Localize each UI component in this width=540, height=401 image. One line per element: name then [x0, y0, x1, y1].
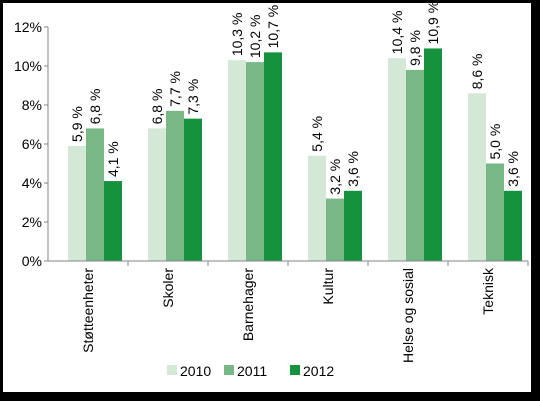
bar	[184, 118, 202, 262]
x-tick-label: Kultur	[320, 268, 336, 305]
bar	[486, 163, 504, 261]
value-label: 10,2 %	[247, 15, 263, 59]
x-tick-label: Barnehager	[240, 268, 256, 342]
y-tick-label: 8%	[22, 97, 42, 113]
bar	[308, 155, 326, 261]
bar	[264, 52, 282, 261]
y-tick-label: 2%	[22, 214, 42, 230]
bar	[326, 198, 344, 261]
x-tick-label: Teknisk	[480, 267, 496, 315]
value-label: 3,2 %	[327, 159, 343, 195]
bar	[68, 145, 86, 261]
legend-swatch	[224, 365, 234, 375]
value-label: 10,3 %	[229, 13, 245, 57]
value-label: 5,0 %	[487, 124, 503, 160]
value-label: 6,8 %	[149, 89, 165, 125]
value-label: 9,8 %	[407, 30, 423, 66]
value-label: 7,3 %	[185, 79, 201, 115]
x-tick-label: Skoler	[160, 268, 176, 308]
bar	[166, 110, 184, 261]
value-label: 5,9 %	[69, 106, 85, 142]
y-tick-label: 0%	[22, 253, 42, 269]
value-label: 10,4 %	[389, 11, 405, 55]
y-tick-label: 6%	[22, 136, 42, 152]
value-label: 4,1 %	[105, 141, 121, 177]
bar	[406, 69, 424, 262]
legend-label: 2010	[180, 363, 211, 379]
legend-label: 2012	[303, 363, 334, 379]
value-label: 10,7 %	[265, 5, 281, 49]
bar	[246, 62, 264, 261]
y-tick-label: 4%	[22, 175, 42, 191]
bar	[504, 190, 522, 261]
value-label: 10,9 %	[425, 1, 441, 45]
y-tick-label: 10%	[14, 58, 42, 74]
value-label: 8,6 %	[469, 53, 485, 89]
value-label: 3,6 %	[345, 151, 361, 187]
bar	[86, 128, 104, 261]
value-label: 6,8 %	[87, 89, 103, 125]
x-tick-label: Helse og sosial	[400, 268, 416, 363]
value-label: 7,7 %	[167, 71, 183, 107]
value-label: 5,4 %	[309, 116, 325, 152]
y-tick-label: 12%	[14, 19, 42, 35]
legend-swatch	[167, 365, 177, 375]
bar	[228, 60, 246, 262]
bar	[344, 190, 362, 261]
bar	[104, 181, 122, 261]
x-tick-label: Støtteenheter	[80, 268, 96, 353]
legend-swatch	[290, 365, 300, 375]
value-label: 3,6 %	[505, 151, 521, 187]
bar	[468, 93, 486, 261]
bar	[148, 128, 166, 261]
legend-label: 2011	[237, 363, 267, 379]
bar	[388, 58, 406, 262]
bar	[424, 48, 442, 262]
